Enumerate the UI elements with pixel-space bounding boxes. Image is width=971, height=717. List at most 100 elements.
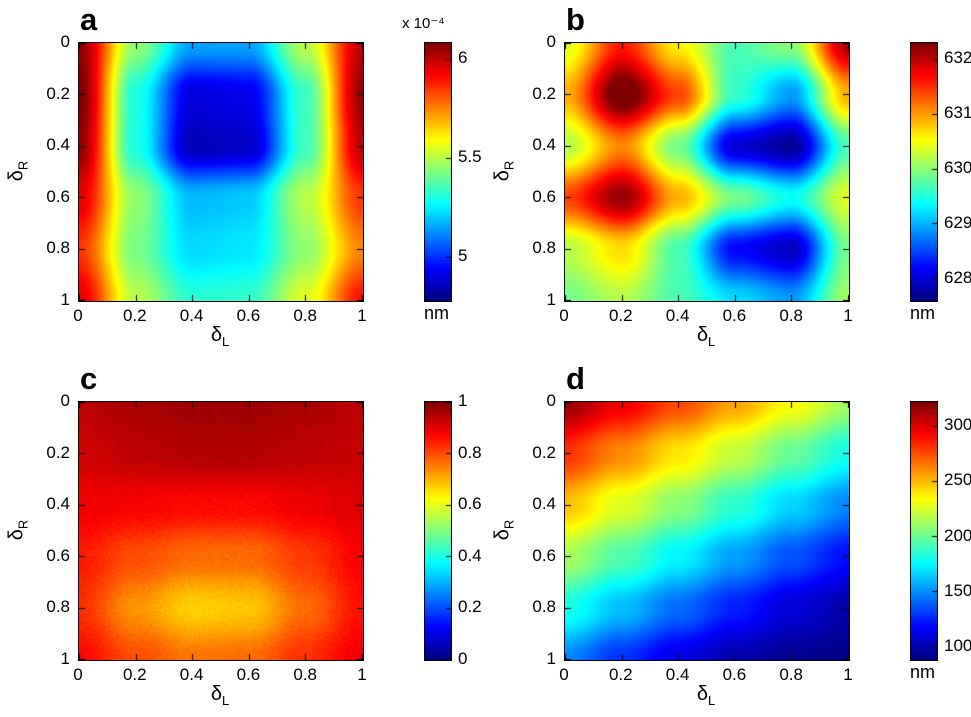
y-axis-label-symbol: δ [491,529,514,541]
colorbar-tick-label: 0.6 [458,494,482,514]
x-axis-label-symbol: δ [696,683,708,705]
y-tick-label: 0.8 [46,597,70,617]
y-tick-label: 0.4 [532,494,556,514]
colorbar-tick-label: 200 [944,525,971,545]
y-axis-label-symbol: δ [5,170,28,182]
y-axis-label: δR [492,161,517,182]
x-axis-label: δL [211,324,229,349]
panel-letter: a [80,2,98,37]
y-axis-label-subscript: R [15,519,31,530]
y-tick-label: 0.2 [532,442,556,462]
colorbar-exponent-label: x 10⁻⁴ [402,15,445,32]
y-axis-label: δR [6,520,31,541]
x-tick-label: 0.4 [179,306,204,325]
colorbar-tick-label: 5.5 [458,147,482,167]
colorbar [424,42,452,302]
panel-c: c δR δL 0 0.2 0.4 0.6 0.8 1 0 0.2 0.4 0.6 0.8 1 1 0.8… [0,359,485,717]
colorbar-tick-label: 250 [944,470,971,490]
panel-letter: d [566,361,585,396]
colorbar-canvas [425,43,451,301]
y-axis-label: δR [492,520,517,541]
x-tick-label: 0 [559,665,569,684]
colorbar-tick-label: 629 [944,213,971,233]
colorbar-tick-label: 100 [944,635,971,655]
heatmap-canvas [79,402,363,660]
colorbar-tick-label: 630 [944,158,971,178]
x-tick-label: 0.6 [236,306,261,325]
x-axis-label-symbol: δ [696,324,708,346]
y-tick-label: 1 [546,290,556,309]
colorbar-tick-label: 0.8 [458,442,482,462]
x-axis-label-subscript: L [707,693,716,708]
x-tick-label: 0.4 [665,306,690,325]
y-tick-label: 0.4 [46,135,70,155]
y-tick-label: 0.6 [532,186,556,206]
panel-letter: c [80,361,98,396]
heatmap-plot [78,42,364,302]
colorbar [910,401,938,661]
x-tick-label: 0 [73,665,83,684]
y-tick-label: 0.2 [46,83,70,103]
y-tick-label: 0.8 [532,238,556,258]
x-axis-label-symbol: δ [210,324,222,346]
colorbar-tick-label: 0.2 [458,597,482,617]
x-tick-label: 0.8 [779,306,803,325]
x-axis-label-symbol: δ [210,683,222,705]
x-tick-label: 1 [357,306,367,325]
colorbar-tick-label: 632 [944,48,971,68]
colorbar-tick-label: 0.4 [458,545,482,565]
colorbar-canvas [425,402,451,660]
colorbar-tick-label: 631 [944,103,971,123]
y-tick-label: 0.6 [532,545,556,565]
y-axis-label-subscript: R [501,160,517,171]
heatmap-plot [564,401,850,661]
y-tick-label: 0.6 [46,186,70,206]
y-tick-label: 0.8 [46,238,70,258]
x-tick-label: 0.2 [122,665,147,684]
panel-b: b δR δL nm 0 0.2 0.4 0.6 0.8 1 0 0.2 0.4 0.6 0.8 1 6… [486,0,971,358]
x-tick-label: 1 [357,665,367,684]
x-tick-label: 0.6 [722,665,747,684]
heatmap-plot [78,401,364,661]
x-tick-label: 0 [73,306,83,325]
y-tick-label: 0 [60,391,70,410]
colorbar-tick-label: 6 [458,47,468,67]
y-tick-label: 0.4 [46,494,70,514]
y-axis-label-subscript: R [15,160,31,171]
y-axis-label-subscript: R [501,519,517,530]
x-axis-label-subscript: L [221,693,230,708]
y-axis-label-symbol: δ [491,170,514,182]
y-tick-label: 0 [60,32,70,51]
x-tick-label: 1 [843,306,853,325]
x-tick-label: 0.6 [236,665,261,684]
colorbar-unit-label: nm [910,662,936,682]
x-tick-label: 0.6 [722,306,747,325]
x-tick-label: 0.8 [779,665,803,684]
colorbar-unit-label: nm [424,303,450,323]
y-tick-label: 0.4 [532,135,556,155]
x-axis-label: δL [697,324,715,349]
colorbar [424,401,452,661]
x-axis-label-subscript: L [707,334,716,349]
y-tick-label: 0 [546,32,556,51]
x-tick-label: 1 [843,665,853,684]
x-tick-label: 0.2 [608,306,633,325]
x-tick-label: 0 [559,306,569,325]
panel-d: d δR δL nm 0 0.2 0.4 0.6 0.8 1 0 0.2 0.4 0.6 0.8 1 3… [486,359,971,717]
y-tick-label: 0.2 [46,442,70,462]
colorbar-tick-label: 628 [944,268,971,288]
heatmap-canvas [79,43,363,301]
colorbar-unit-label: nm [910,303,936,323]
colorbar-tick-label: 0 [458,649,468,668]
colorbar-tick-label: 5 [458,246,468,266]
x-tick-label: 0.4 [179,665,204,684]
y-tick-label: 0 [546,391,556,410]
x-axis-label: δL [211,683,229,708]
colorbar-tick-label: 1 [458,391,468,410]
y-tick-label: 0.2 [532,83,556,103]
colorbar-tick-label: 150 [944,580,971,600]
y-axis-label: δR [6,161,31,182]
heatmap-canvas [565,43,849,301]
panel-letter: b [566,2,585,37]
